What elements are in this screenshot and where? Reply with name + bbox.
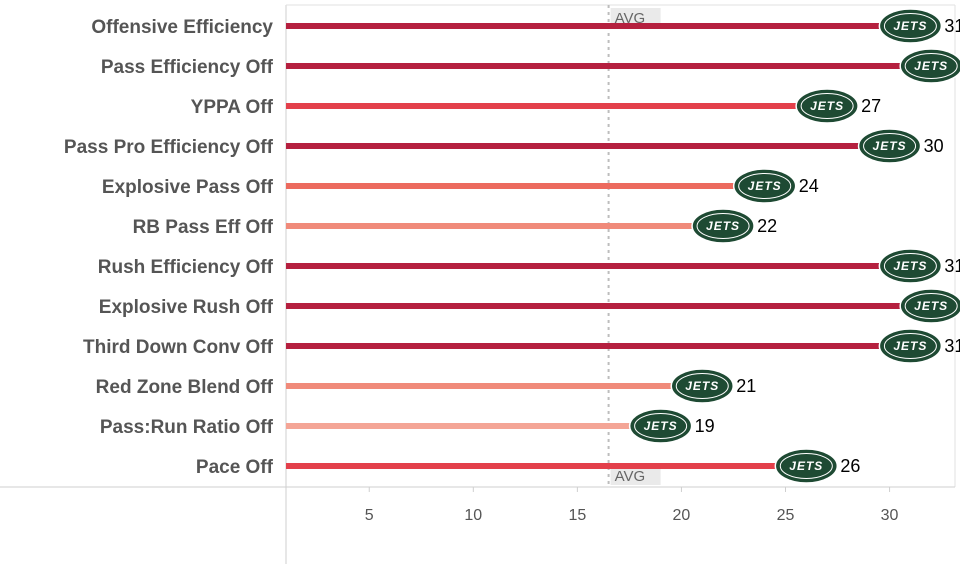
category-label: Pass Pro Efficiency Off [64,137,274,158]
x-tick-label: 30 [881,507,899,524]
value-label: 27 [861,96,881,116]
average-reference: AVG AVG [607,5,661,487]
logo-text: JETS [893,259,927,273]
value-label: 22 [757,216,777,236]
bar-row: JETS 21 [286,368,756,404]
jets-logo-icon: JETS [878,248,943,284]
category-label: Rush Efficiency Off [98,257,274,278]
bar-row: JETS 27 [286,88,881,124]
logo-text: JETS [914,299,948,313]
x-tick-label: 5 [365,507,374,524]
value-label: 31 [944,256,960,276]
jets-logo-icon: JETS [670,368,734,404]
value-label: 31 [944,16,960,36]
value-label: 30 [924,136,944,156]
avg-label-bottom: AVG [610,466,661,485]
bar-row: JETS 30 [286,128,944,164]
logo-text: JETS [914,59,948,73]
bar-row: JETS 31 [286,328,960,364]
jets-logo-icon: JETS [795,88,859,124]
x-tick-label: 25 [777,507,795,524]
jets-logo-icon: JETS [628,408,693,444]
jets-logo-icon: JETS [899,288,960,324]
value-label: 21 [736,376,756,396]
logo-text: JETS [893,19,927,33]
category-label: Offensive Efficiency [91,17,273,38]
bar-row: JETS 24 [286,168,819,204]
value-label: 26 [840,456,860,476]
bars-layer: JETS31JETS32JETS27JETS30JETS24JETS22JETS… [286,8,960,484]
jets-logo-icon: JETS [857,128,922,164]
logo-text: JETS [789,459,823,473]
logo-text: JETS [810,99,844,113]
jets-logo-icon: JETS [878,328,943,364]
category-label: Explosive Rush Off [99,297,274,318]
logo-text: JETS [748,179,782,193]
jets-logo-icon: JETS [899,48,960,84]
bar-row: JETS32 [286,48,960,84]
logo-text: JETS [706,219,740,233]
avg-label-text: AVG [615,468,646,485]
x-tick-label: 20 [673,507,691,524]
jets-logo-icon: JETS [691,208,755,244]
logo-text: JETS [644,419,678,433]
avg-label-text: AVG [615,10,646,27]
value-label: 31 [944,336,960,356]
category-label: YPPA Off [191,97,274,118]
category-labels: Offensive Efficiency Pass Efficiency Off Y… [64,17,274,478]
category-label: Explosive Pass Off [102,177,274,198]
bar-row: JETS 19 [286,408,715,444]
logo-text: JETS [873,139,907,153]
x-tick-label: 10 [464,507,482,524]
bar-row: JETS 22 [286,208,777,244]
x-axis: 5 10 15 20 25 30 [365,487,899,524]
category-label: Pace Off [196,457,274,478]
value-label: 19 [695,416,715,436]
category-label: RB Pass Eff Off [133,217,274,238]
bar-row: JETS32 [286,288,960,324]
category-label: Red Zone Blend Off [96,377,274,398]
jets-logo-icon: JETS [774,448,839,484]
chart-frame [0,4,956,564]
bar-row: JETS 26 [286,448,860,484]
jets-logo-icon: JETS [732,168,797,204]
x-tick-label: 15 [568,507,586,524]
bar-row: JETS 31 [286,8,960,44]
logo-text: JETS [685,379,719,393]
avg-label-top: AVG [610,8,661,27]
category-label: Pass Efficiency Off [101,57,274,78]
bar-row: JETS 31 [286,248,960,284]
category-label: Third Down Conv Off [83,337,274,358]
category-label: Pass:Run Ratio Off [100,417,274,438]
jets-logo-icon: JETS [878,8,943,44]
value-label: 24 [799,176,819,196]
logo-text: JETS [893,339,927,353]
